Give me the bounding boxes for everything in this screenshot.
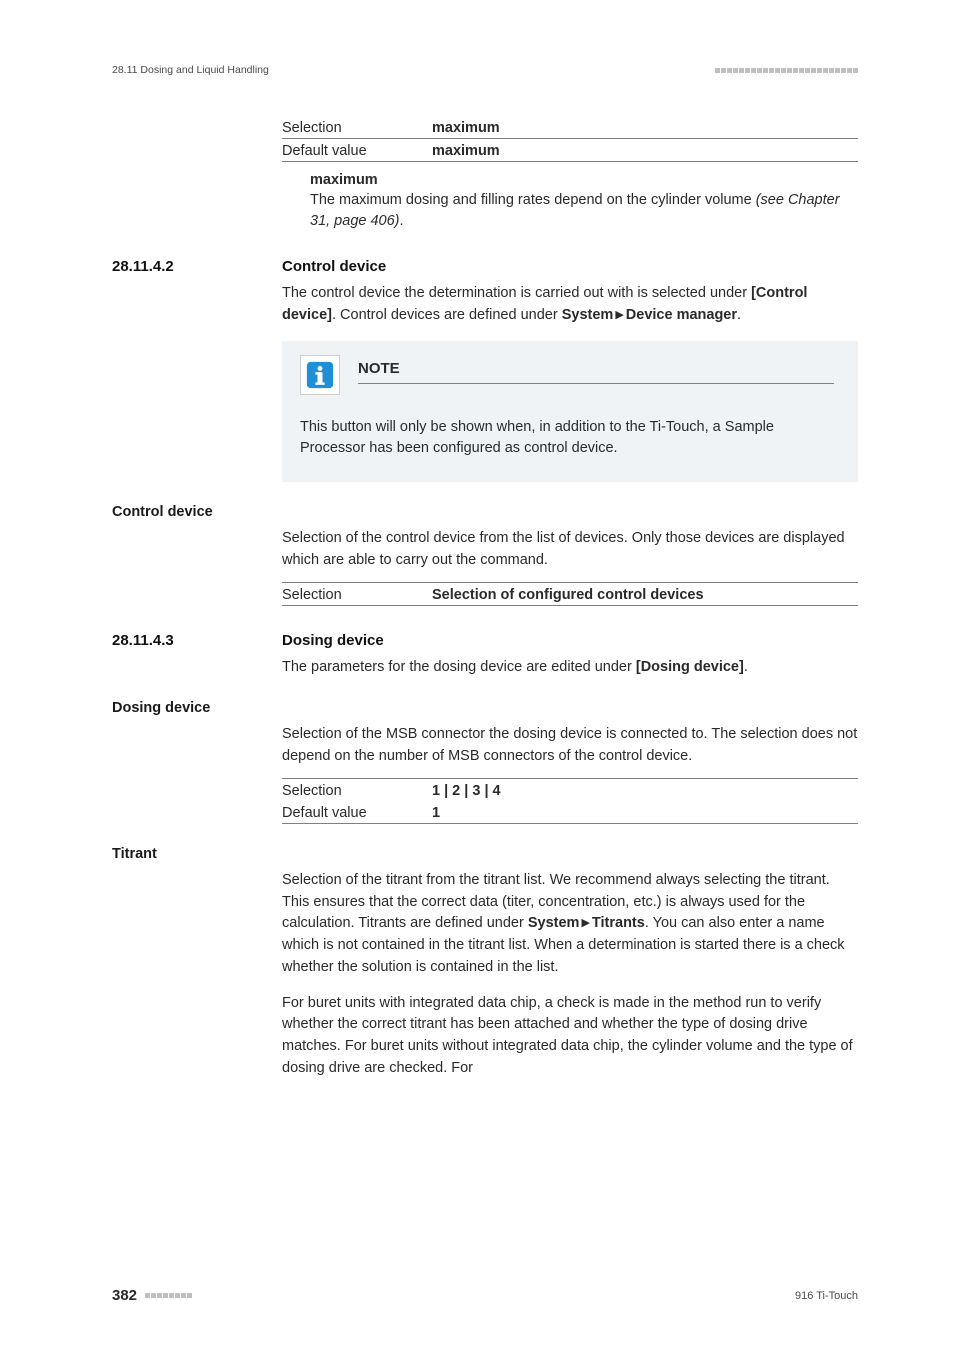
section-number: 28.11.4.3 xyxy=(112,632,282,649)
text-run-bold: [Dosing device] xyxy=(636,659,744,675)
field-description: Selection of the MSB connector the dosin… xyxy=(282,724,858,768)
info-icon xyxy=(300,355,340,395)
page-number: 382 xyxy=(112,1287,137,1304)
text-run: The control device the determination is … xyxy=(282,285,751,301)
field-label: Control device xyxy=(112,504,858,520)
spec-key: Selection xyxy=(282,582,432,605)
spec-val: maximum xyxy=(432,139,858,162)
text-run-bold: Device manager xyxy=(626,307,737,323)
spec-key: Selection xyxy=(282,116,432,139)
section-number: 28.11.4.2 xyxy=(112,258,282,275)
spec-key: Selection xyxy=(282,778,432,801)
titrant-paragraph-1: Selection of the titrant from the titran… xyxy=(282,870,858,979)
control-device-spec-table: Selection Selection of configured contro… xyxy=(282,582,858,606)
footer-left: 382 xyxy=(112,1287,192,1304)
spec-val: Selection of configured control devices xyxy=(432,582,858,605)
page-header: 28.11 Dosing and Liquid Handling xyxy=(112,64,858,76)
text-run-bold: Titrants xyxy=(592,915,645,931)
titrant-paragraph-2: For buret units with integrated data chi… xyxy=(282,993,858,1080)
footer-product: 916 Ti-Touch xyxy=(795,1290,858,1302)
footer-ornament xyxy=(145,1293,192,1298)
triangle-icon: ▶ xyxy=(615,307,623,324)
header-breadcrumb: 28.11 Dosing and Liquid Handling xyxy=(112,64,269,76)
spec-val: 1 xyxy=(432,801,858,824)
text-run-bold: System xyxy=(528,915,580,931)
field-label: Dosing device xyxy=(112,700,858,716)
definition-body: The maximum dosing and filling rates dep… xyxy=(310,190,858,232)
note-body: This button will only be shown when, in … xyxy=(300,417,834,461)
note-box: NOTE This button will only be shown when… xyxy=(282,341,858,483)
definition-term: maximum xyxy=(310,172,858,188)
dosing-device-spec-table: Selection 1 | 2 | 3 | 4 Default value 1 xyxy=(282,778,858,824)
field-description: Selection of the control device from the… xyxy=(282,528,858,572)
section-intro: The control device the determination is … xyxy=(282,283,858,327)
field-label: Titrant xyxy=(112,846,858,862)
top-spec-block: Selection maximum Default value maximum … xyxy=(282,116,858,232)
section-intro: The parameters for the dosing device are… xyxy=(282,657,858,679)
section-title: Dosing device xyxy=(282,632,384,649)
note-head: NOTE xyxy=(300,355,834,395)
text-run: The parameters for the dosing device are… xyxy=(282,659,636,675)
spec-key: Default value xyxy=(282,801,432,824)
section-heading: 28.11.4.3 Dosing device xyxy=(112,632,858,649)
section-heading: 28.11.4.2 Control device xyxy=(112,258,858,275)
text-run: . xyxy=(744,659,748,675)
top-spec-table: Selection maximum Default value maximum xyxy=(282,116,858,162)
spec-key: Default value xyxy=(282,139,432,162)
text-run: . xyxy=(737,307,741,323)
note-title-wrap: NOTE xyxy=(358,360,834,384)
text-run: . xyxy=(400,213,404,229)
text-run: . Control devices are defined under xyxy=(332,307,562,323)
section-title: Control device xyxy=(282,258,386,275)
triangle-icon: ▶ xyxy=(581,915,589,932)
note-title: NOTE xyxy=(358,360,834,377)
text-run-bold: System xyxy=(562,307,614,323)
header-ornament xyxy=(715,68,858,73)
spec-val: maximum xyxy=(432,116,858,139)
text-run: The maximum dosing and filling rates dep… xyxy=(310,192,756,208)
page-footer: 382 916 Ti-Touch xyxy=(112,1287,858,1304)
spec-val: 1 | 2 | 3 | 4 xyxy=(432,778,858,801)
